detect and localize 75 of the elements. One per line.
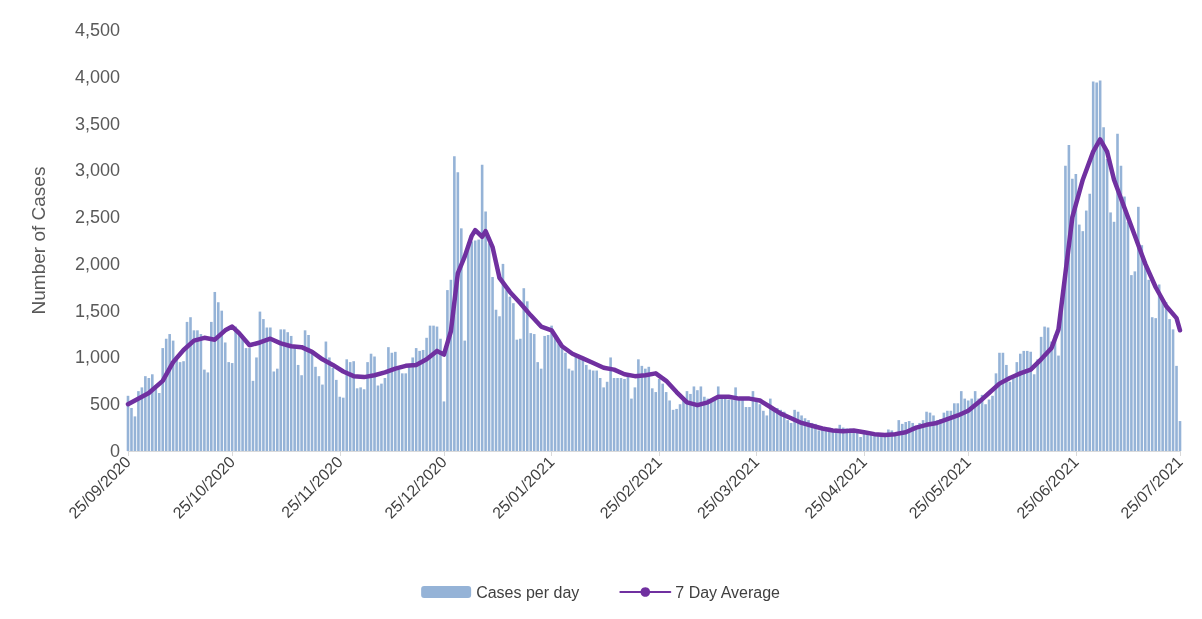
bar [998, 352, 1001, 451]
bar [359, 387, 362, 451]
bar [557, 343, 560, 451]
y-tick-label: 1,000 [74, 347, 120, 368]
bar [432, 325, 435, 451]
bar [144, 376, 147, 451]
bar [196, 330, 199, 451]
bar [234, 326, 237, 451]
y-tick-label: 500 [89, 394, 120, 415]
bar [637, 359, 640, 451]
bar [1029, 351, 1033, 451]
y-axis-title: Number of Cases [28, 166, 49, 315]
y-tick-label: 3,500 [74, 113, 120, 134]
bar [595, 370, 599, 451]
bar [588, 369, 592, 451]
bar [532, 334, 536, 451]
bar [400, 373, 404, 451]
bar [282, 329, 286, 451]
y-tick-label: 1,500 [74, 300, 120, 321]
bar [1022, 350, 1026, 451]
y-tick-label: 4,000 [74, 66, 120, 87]
bar [953, 403, 956, 451]
bar [1025, 350, 1029, 451]
bar [591, 370, 595, 451]
bar [269, 327, 272, 451]
bar [734, 387, 737, 451]
bar [1091, 81, 1095, 451]
y-tick-label: 4,500 [74, 20, 120, 40]
bar [1043, 326, 1046, 451]
bar [727, 399, 730, 451]
bar [657, 378, 661, 451]
bar [661, 383, 664, 451]
bar [647, 366, 651, 451]
bar [616, 378, 619, 451]
bar [859, 436, 862, 451]
bar [675, 408, 678, 451]
bar [609, 357, 612, 451]
bar [248, 348, 251, 451]
bar [352, 361, 355, 451]
bar [213, 291, 217, 451]
bar [585, 364, 588, 451]
bar [1116, 133, 1119, 451]
bar [241, 338, 244, 451]
bar [644, 368, 647, 451]
bar [189, 317, 192, 451]
bar [543, 335, 546, 451]
y-tick-label: 0 [109, 441, 120, 461]
bar [578, 356, 581, 451]
bar [959, 391, 963, 451]
bar [1137, 206, 1140, 451]
bar [866, 434, 869, 451]
bar [307, 334, 310, 451]
legend-label: Cases per day [476, 583, 580, 601]
bar [741, 398, 744, 451]
bar [623, 378, 626, 451]
y-tick-label: 2,500 [74, 207, 120, 228]
bar [1095, 82, 1098, 451]
legend-label: 7 Day Average [675, 583, 781, 601]
bar [345, 359, 349, 451]
bar [564, 352, 567, 451]
bar [394, 351, 397, 451]
bar [1018, 353, 1022, 451]
bar [716, 386, 720, 451]
bar [168, 334, 171, 451]
bar [348, 362, 352, 451]
y-tick-label: 3,000 [74, 160, 120, 181]
bar [550, 325, 553, 451]
bar [137, 391, 140, 451]
bar [387, 347, 390, 451]
bar [151, 374, 154, 451]
bar [279, 329, 283, 451]
y-tick-label: 2,000 [74, 253, 120, 274]
bar [373, 356, 376, 451]
bar [696, 390, 699, 451]
bar [418, 350, 421, 451]
